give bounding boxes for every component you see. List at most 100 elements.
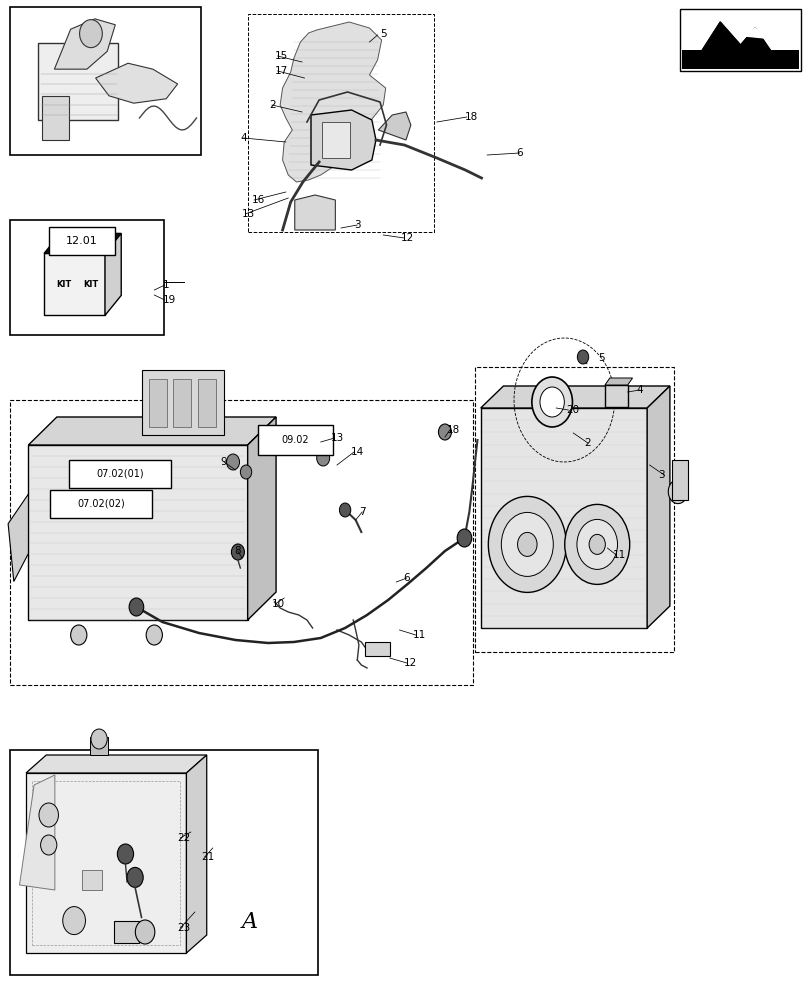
Text: 21: 21 [201,852,214,862]
Text: 3: 3 [657,470,663,480]
Bar [10,750,318,975]
Circle shape [539,387,564,417]
Bar [321,122,350,158]
Text: 12.01: 12.01 [66,236,98,246]
Circle shape [576,519,616,569]
Bar [365,642,389,656]
Bar [604,385,627,407]
Text: 9: 9 [221,457,227,467]
Polygon shape [8,494,28,582]
Circle shape [231,544,244,560]
Bar [114,921,139,943]
Circle shape [457,529,471,547]
Text: 15: 15 [275,51,288,61]
Bar [148,379,166,427]
Circle shape [577,350,588,364]
Text: 09.02: 09.02 [281,435,309,445]
Bar [671,460,687,500]
Polygon shape [480,386,669,408]
Text: 4: 4 [240,133,247,143]
Text: 16: 16 [251,195,264,205]
Polygon shape [378,112,410,140]
Bar [197,379,215,427]
Text: 6: 6 [516,148,522,158]
Polygon shape [294,195,335,230]
Circle shape [55,237,65,249]
Circle shape [135,920,155,944]
Text: 3: 3 [354,220,360,230]
Text: 6: 6 [403,573,410,583]
Polygon shape [44,233,121,253]
Text: 14: 14 [350,447,363,457]
Circle shape [301,441,312,455]
Text: 5: 5 [598,353,604,363]
Circle shape [66,231,75,243]
Text: 8: 8 [234,546,241,556]
Circle shape [146,625,162,645]
Text: 07.02(02): 07.02(02) [77,499,125,509]
Text: 22: 22 [177,833,190,843]
Text: 5: 5 [380,29,386,39]
Text: 10: 10 [272,599,285,609]
Circle shape [62,907,85,935]
Bar [681,50,798,69]
Bar [38,43,118,120]
Circle shape [500,512,552,576]
Text: A: A [242,911,258,933]
Text: 11: 11 [612,550,625,560]
Circle shape [90,239,100,251]
Text: 18: 18 [446,425,459,435]
Bar [474,367,673,652]
Bar [247,14,434,232]
Text: 07.02(01): 07.02(01) [96,469,144,479]
Text: KIT: KIT [84,280,98,289]
Text: 4: 4 [636,385,642,395]
Polygon shape [646,386,669,628]
Circle shape [74,234,84,246]
Polygon shape [105,233,121,315]
Circle shape [71,625,87,645]
Text: 19: 19 [162,295,175,305]
Text: 1: 1 [162,280,169,290]
Text: 11: 11 [412,630,425,640]
Text: 18: 18 [464,112,477,122]
Bar [32,781,180,945]
Bar [26,773,187,953]
Bar [49,227,115,255]
Bar [173,379,191,427]
Bar [82,870,102,890]
Bar [480,408,646,628]
Circle shape [517,532,536,556]
Polygon shape [604,378,632,385]
Polygon shape [26,755,207,773]
Text: 12: 12 [401,233,414,243]
Text: 2: 2 [269,100,276,110]
Bar [10,220,164,335]
Polygon shape [311,110,375,170]
Bar [50,490,152,518]
Circle shape [118,844,134,864]
Circle shape [226,454,239,470]
Text: 2: 2 [584,438,590,448]
Text: 12: 12 [403,658,416,668]
Circle shape [129,598,144,616]
Polygon shape [695,22,776,60]
Text: 13: 13 [331,433,344,443]
Bar [42,96,69,140]
Bar [69,460,170,488]
Polygon shape [96,63,178,103]
Bar [680,9,800,71]
Text: 7: 7 [358,507,365,517]
Bar [28,445,247,620]
Text: 20: 20 [565,405,578,415]
Polygon shape [744,28,764,38]
Circle shape [91,729,107,749]
Text: KIT: KIT [56,280,71,289]
Text: 17: 17 [275,66,288,76]
Circle shape [339,503,350,517]
Text: 13: 13 [242,209,255,219]
Circle shape [438,424,451,440]
Circle shape [41,835,57,855]
Bar [44,253,105,315]
Polygon shape [54,19,115,69]
